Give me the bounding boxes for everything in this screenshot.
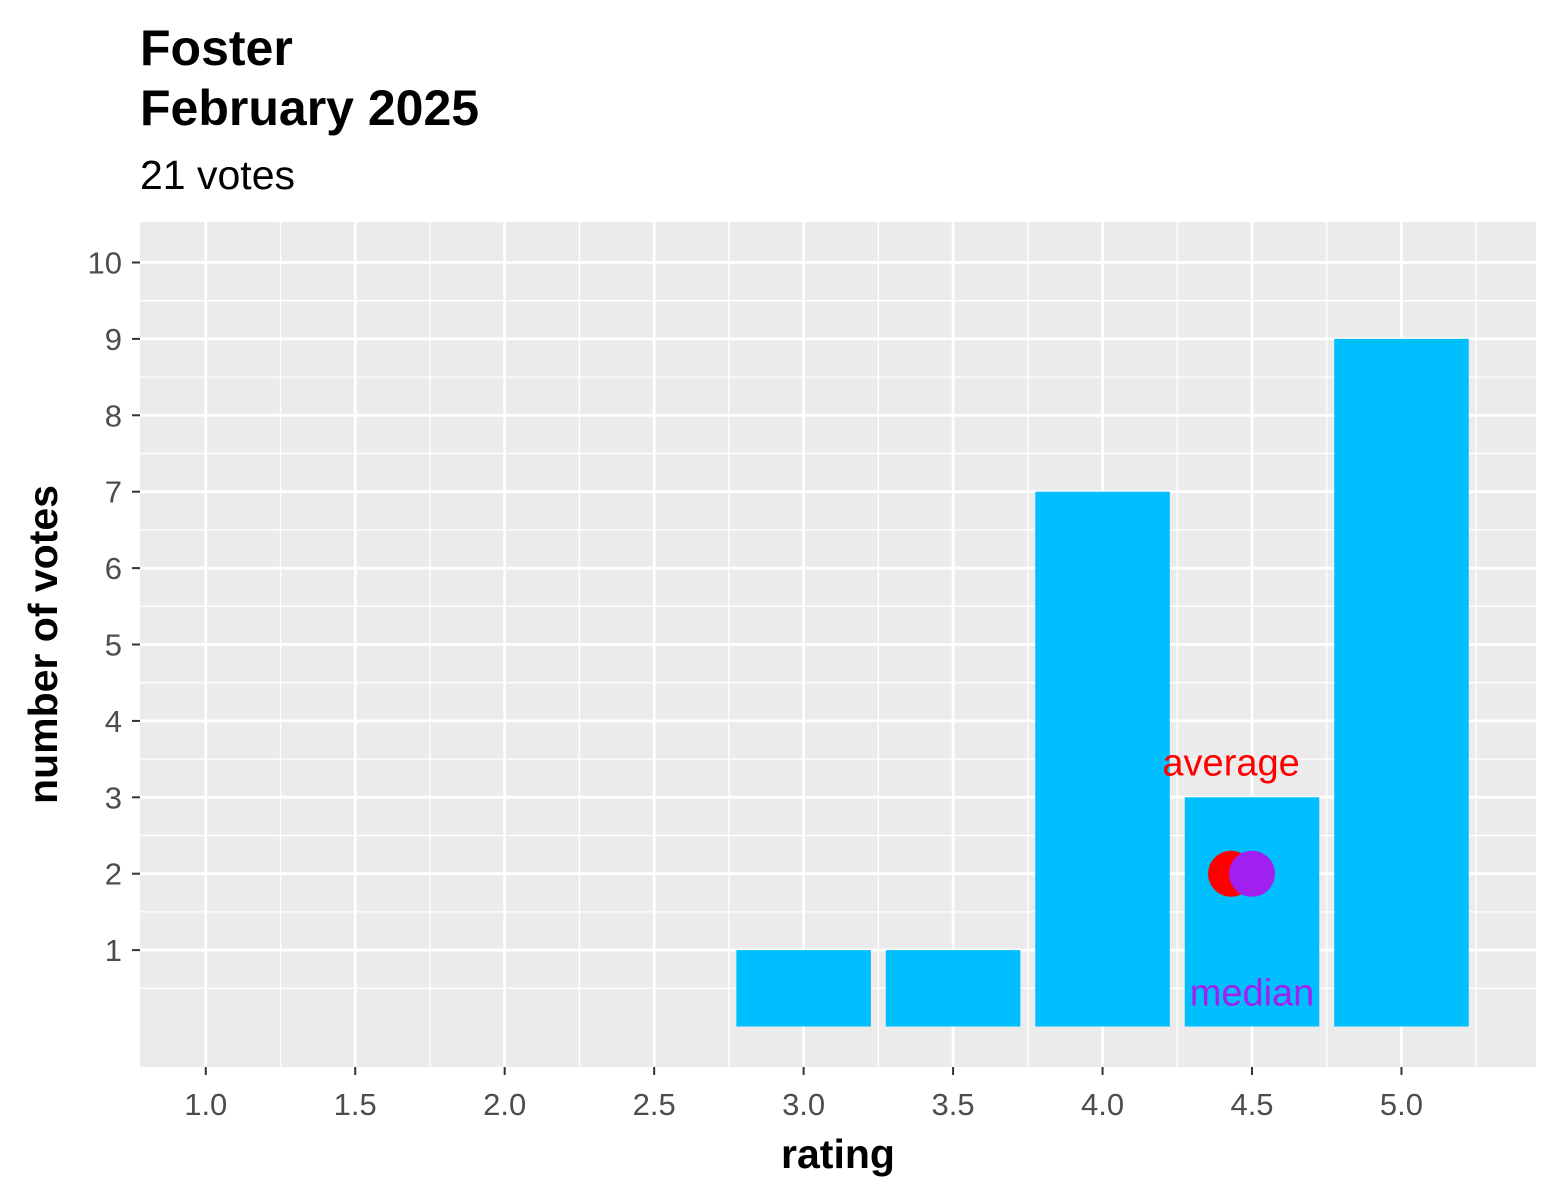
y-tick-label: 5 [105, 628, 122, 663]
x-tick-label: 2.0 [483, 1087, 526, 1122]
y-tick-label: 3 [105, 780, 122, 815]
summary-points [1208, 850, 1276, 897]
bar-4.5 [1184, 797, 1320, 1027]
bar-3.5 [885, 950, 1021, 1027]
average-label: average [1162, 743, 1299, 785]
chart-subtitle: 21 votes [140, 152, 295, 198]
x-tick-label: 4.0 [1081, 1087, 1124, 1122]
y-tick-label: 1 [105, 933, 122, 968]
y-axis-title: number of votes [20, 485, 66, 804]
bar-4.0 [1035, 491, 1170, 1027]
y-tick-label: 8 [105, 398, 122, 433]
y-tick-label: 6 [105, 551, 122, 586]
y-tick-label: 4 [105, 704, 122, 739]
median-label: median [1190, 973, 1315, 1015]
x-axis-title: rating [781, 1131, 895, 1177]
y-tick-label: 9 [105, 322, 122, 357]
bars [736, 338, 1469, 1027]
x-tick-label: 1.5 [334, 1087, 377, 1122]
x-tick-label: 4.5 [1230, 1087, 1273, 1122]
y-axis: 1 2 3 4 5 6 7 8 9 10 [88, 245, 140, 968]
bar-5.0 [1334, 338, 1469, 1027]
x-tick-label: 2.5 [633, 1087, 676, 1122]
x-tick-label: 3.5 [932, 1087, 975, 1122]
chart-title-line1: Foster [140, 20, 293, 76]
annotation-labels: average median [1162, 743, 1314, 1015]
y-tick-label: 7 [105, 475, 122, 510]
chart-title: Foster February 2025 [140, 18, 479, 138]
bar-3.0 [736, 950, 871, 1027]
x-axis: 1.0 1.5 2.0 2.5 3.0 3.5 4.0 4.5 5.0 [184, 1067, 1423, 1122]
median-point [1229, 850, 1276, 897]
x-tick-label: 5.0 [1380, 1087, 1423, 1122]
x-tick-label: 1.0 [184, 1087, 227, 1122]
y-tick-label: 2 [105, 857, 122, 892]
x-tick-label: 3.0 [782, 1087, 825, 1122]
chart-title-line2: February 2025 [140, 80, 480, 136]
y-tick-label: 10 [88, 245, 122, 280]
